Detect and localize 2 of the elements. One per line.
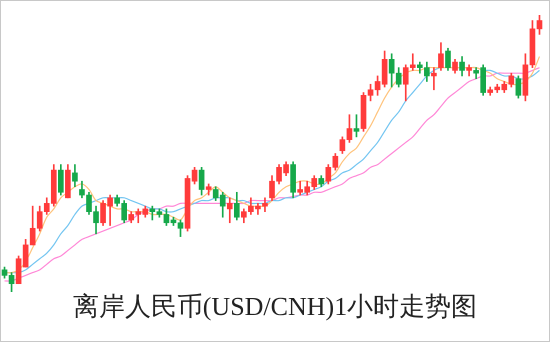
candlestick <box>354 114 360 138</box>
text: 离岸人民币(USD/CNH)1小时走势图 <box>72 291 478 323</box>
